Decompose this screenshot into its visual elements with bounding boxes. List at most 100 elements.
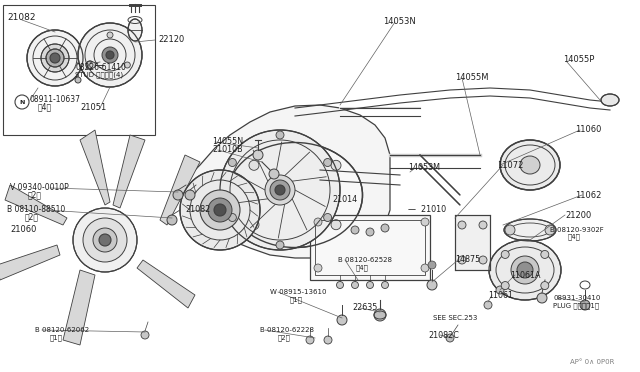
Text: 22120: 22120 [158,35,184,45]
Circle shape [86,61,94,69]
Text: （1）: （1） [290,297,303,303]
Ellipse shape [520,156,540,174]
Circle shape [50,53,60,63]
Circle shape [541,250,548,259]
Circle shape [220,130,340,250]
Circle shape [421,218,429,226]
Circle shape [458,221,466,229]
Circle shape [73,208,137,272]
Text: V 09340-0010P: V 09340-0010P [10,183,68,192]
Text: （4）: （4） [38,103,52,112]
Circle shape [90,62,95,68]
Ellipse shape [128,19,142,41]
Polygon shape [160,155,200,225]
Text: 11072: 11072 [497,160,524,170]
Polygon shape [0,245,60,280]
Text: 14055M: 14055M [455,74,488,83]
Circle shape [484,301,492,309]
Text: 21200: 21200 [565,211,591,219]
Circle shape [78,23,142,87]
Circle shape [99,234,111,246]
Text: B 08120-62528: B 08120-62528 [338,257,392,263]
Circle shape [124,62,131,68]
Circle shape [106,51,114,59]
Circle shape [351,282,358,289]
Circle shape [337,315,347,325]
Circle shape [306,336,314,344]
Ellipse shape [601,94,619,106]
Text: STUD スタッド(4): STUD スタッド(4) [75,72,123,78]
Circle shape [505,225,515,235]
Circle shape [381,282,388,289]
Circle shape [107,32,113,38]
Ellipse shape [504,219,556,241]
Circle shape [324,158,332,167]
Polygon shape [185,105,390,258]
Text: PLUG プラグ（1）: PLUG プラグ（1） [553,303,599,309]
Circle shape [427,280,437,290]
Text: 08931-30410: 08931-30410 [553,295,600,301]
Circle shape [208,198,232,222]
Text: 14053M: 14053M [408,164,440,173]
Text: 11060: 11060 [575,125,602,135]
Circle shape [496,286,504,294]
Bar [315,220,425,275]
Text: B 08120-9302F: B 08120-9302F [550,227,604,233]
Circle shape [580,300,590,310]
Bar [455,215,490,270]
Text: （4）: （4） [568,234,581,240]
Circle shape [458,256,466,264]
Text: 11061: 11061 [488,291,513,299]
Circle shape [180,170,260,250]
Circle shape [541,282,548,289]
Text: 22635: 22635 [352,304,378,312]
Ellipse shape [500,140,560,190]
Circle shape [228,158,236,167]
Text: （2）: （2） [28,190,42,199]
Text: 21082: 21082 [7,13,35,22]
Circle shape [545,225,555,235]
Polygon shape [80,130,110,205]
Text: SEE SEC.253: SEE SEC.253 [433,315,477,321]
Text: —  21010: — 21010 [408,205,446,215]
Text: 21082: 21082 [185,205,211,215]
Circle shape [249,160,259,170]
Circle shape [501,282,509,289]
Circle shape [501,250,509,259]
Polygon shape [137,260,195,308]
Circle shape [446,334,454,342]
Circle shape [200,190,240,230]
Circle shape [249,220,259,230]
Text: B 08120-62228: B 08120-62228 [260,327,314,333]
Circle shape [511,256,539,284]
Circle shape [167,215,177,225]
Text: 08911-10637: 08911-10637 [30,96,81,105]
Text: 14053N: 14053N [383,17,416,26]
Text: B 08110-88510: B 08110-88510 [7,205,65,215]
Text: 08226-61410: 08226-61410 [75,64,126,73]
Text: 14875: 14875 [455,256,480,264]
Text: （4）: （4） [356,265,369,271]
Ellipse shape [227,142,362,247]
Circle shape [314,264,322,272]
Circle shape [276,131,284,139]
Circle shape [102,47,118,63]
Circle shape [324,336,332,344]
Bar [310,215,430,280]
Circle shape [537,293,547,303]
Circle shape [185,190,195,200]
Polygon shape [5,185,67,225]
Text: 14055P: 14055P [563,55,595,64]
Polygon shape [113,135,145,208]
Bar [3,5,155,135]
Circle shape [479,256,487,264]
Text: AP° 0∧ 0P0R: AP° 0∧ 0P0R [570,359,614,365]
Circle shape [275,185,285,195]
Circle shape [276,241,284,249]
Circle shape [46,49,64,67]
Text: 11062: 11062 [575,190,602,199]
Circle shape [265,175,295,205]
Polygon shape [63,270,95,345]
Text: W 08915-13610: W 08915-13610 [270,289,326,295]
Text: （2）: （2） [25,212,39,221]
